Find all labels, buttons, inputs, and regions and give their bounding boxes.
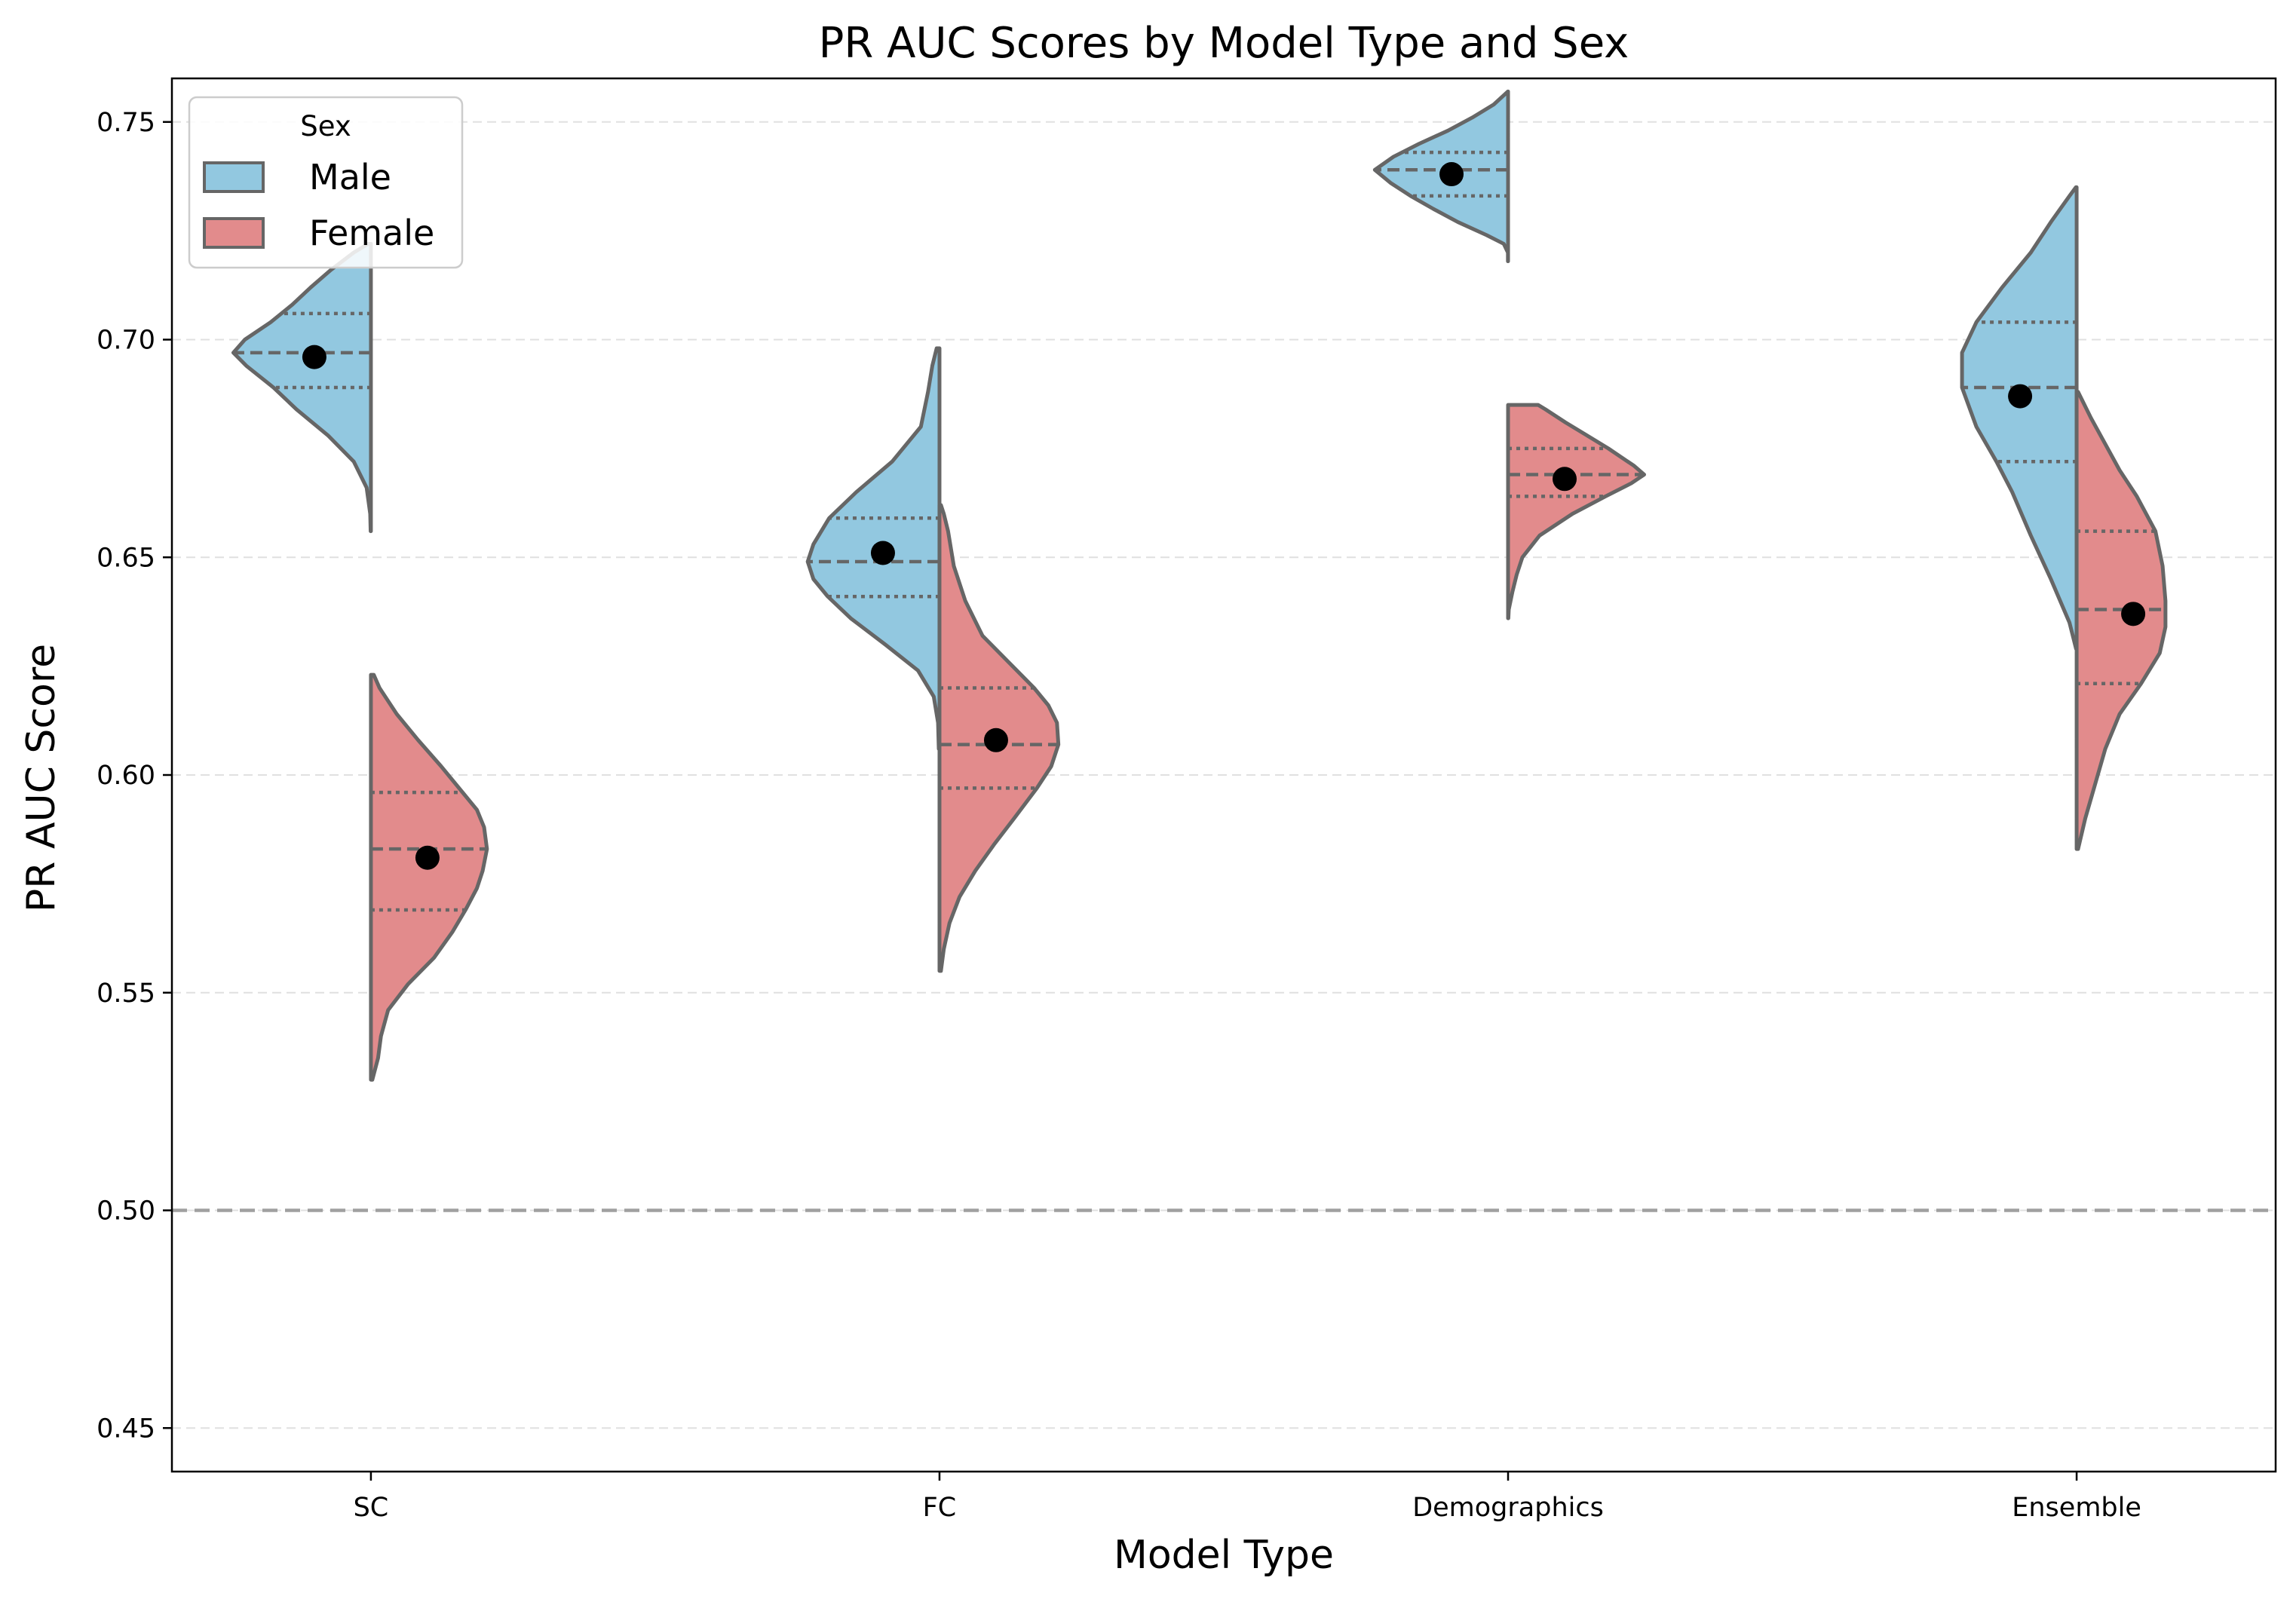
legend-swatch-female	[203, 217, 265, 249]
violin-ensemble-female	[2074, 390, 2168, 851]
axes: 0.45 0.50 0.55 0.60 0.65 0.70 0.75 SC FC Demograp…	[97, 108, 2141, 1523]
mean-dot-ensemble-male	[2008, 384, 2033, 409]
chart-title: PR AUC Scores by Model Type and Sex	[819, 19, 1629, 68]
legend-label-female: Female	[309, 213, 434, 253]
violin-demographics-female	[1506, 403, 1647, 620]
mean-dot-sc-female	[415, 845, 440, 870]
mean-dot-demographics-male	[1439, 162, 1464, 187]
mean-dot-demographics-female	[1553, 467, 1577, 492]
x-tick-label: SC	[354, 1493, 389, 1523]
mean-dot-fc-male	[870, 541, 895, 565]
y-tick-label: 0.70	[97, 326, 155, 356]
legend-swatch-male	[203, 161, 265, 193]
legend: Sex Male Female	[188, 96, 464, 269]
x-tick-label: FC	[923, 1493, 957, 1523]
x-axis-label: Model Type	[1114, 1533, 1334, 1578]
mean-dot-sc-male	[302, 345, 326, 369]
y-tick-label: 0.60	[97, 761, 155, 791]
violin-sc-female	[369, 672, 489, 1082]
y-axis-label: PR AUC Score	[19, 644, 64, 912]
y-tick-label: 0.75	[97, 108, 155, 138]
violin-ensemble-male	[1960, 185, 2079, 651]
mean-dot-fc-female	[983, 727, 1008, 752]
y-tick-label: 0.50	[97, 1196, 155, 1227]
x-tick-label: Demographics	[1412, 1493, 1604, 1523]
x-tick-label: Ensemble	[2012, 1493, 2141, 1523]
gridlines	[172, 121, 2276, 1429]
legend-label-male: Male	[309, 157, 391, 198]
legend-title: Sex	[300, 110, 351, 142]
y-tick-label: 0.45	[97, 1414, 155, 1444]
mean-dots	[302, 162, 2146, 870]
mean-dot-ensemble-female	[2121, 602, 2146, 626]
y-tick-label: 0.55	[97, 979, 155, 1009]
y-tick-label: 0.65	[97, 543, 155, 573]
